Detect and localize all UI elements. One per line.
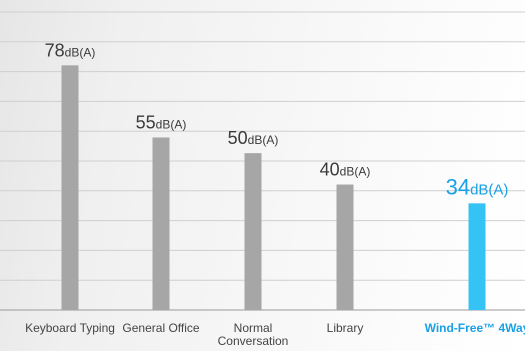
data-label-value: 40: [320, 160, 340, 180]
bar: [468, 203, 486, 310]
bar: [336, 184, 354, 310]
bar: [244, 153, 262, 310]
data-label-unit: dB(A): [340, 165, 371, 179]
data-label-value: 34: [446, 174, 470, 199]
data-label: 50dB(A): [228, 128, 279, 148]
data-label: 34dB(A): [446, 174, 509, 199]
data-label-value: 50: [228, 128, 248, 148]
data-label-value: 55: [136, 112, 156, 132]
data-label: 55dB(A): [136, 112, 187, 132]
tick-label: Normal Conversation: [217, 321, 289, 348]
data-label-unit: dB(A): [156, 117, 187, 131]
data-label-unit: dB(A): [470, 181, 508, 198]
data-label: 78dB(A): [45, 40, 96, 60]
tick-label: General Office: [122, 321, 200, 335]
data-label-unit: dB(A): [248, 133, 279, 147]
data-label-value: 78: [45, 40, 65, 60]
tick-label: Wind-Free™ 4Way: [424, 321, 525, 335]
tick-label: Library: [326, 321, 364, 335]
tick-label: Keyboard Typing: [25, 321, 115, 335]
bar: [61, 65, 79, 310]
data-label: 40dB(A): [320, 160, 371, 180]
data-label-unit: dB(A): [65, 45, 96, 59]
bar: [152, 137, 170, 310]
